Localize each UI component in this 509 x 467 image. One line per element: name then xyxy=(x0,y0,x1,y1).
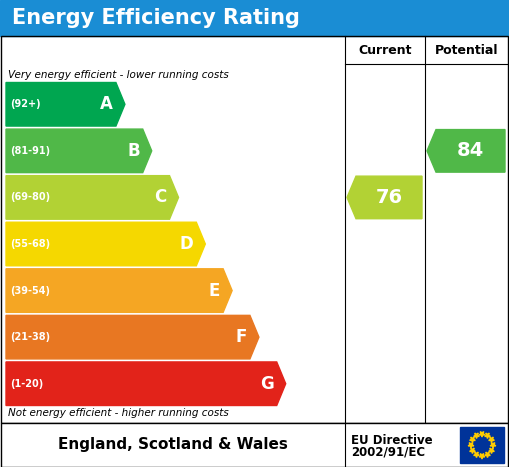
Text: C: C xyxy=(154,188,166,206)
Text: D: D xyxy=(180,235,193,253)
Polygon shape xyxy=(479,432,485,437)
Polygon shape xyxy=(6,222,205,266)
Polygon shape xyxy=(485,433,490,439)
Text: G: G xyxy=(260,375,274,393)
Text: F: F xyxy=(236,328,247,346)
Text: (55-68): (55-68) xyxy=(10,239,50,249)
Polygon shape xyxy=(427,129,505,172)
Bar xyxy=(1,423,508,467)
Polygon shape xyxy=(479,453,485,459)
Text: B: B xyxy=(127,142,140,160)
Polygon shape xyxy=(347,176,422,219)
Text: A: A xyxy=(100,95,113,113)
Polygon shape xyxy=(468,443,474,448)
Text: 2002/91/EC: 2002/91/EC xyxy=(351,446,425,459)
Polygon shape xyxy=(474,433,479,439)
Text: 84: 84 xyxy=(457,142,484,160)
Polygon shape xyxy=(6,129,152,173)
Text: England, Scotland & Wales: England, Scotland & Wales xyxy=(58,438,288,453)
Text: Very energy efficient - lower running costs: Very energy efficient - lower running co… xyxy=(8,70,229,80)
Polygon shape xyxy=(6,362,286,405)
Text: E: E xyxy=(209,282,220,299)
Text: (69-80): (69-80) xyxy=(10,192,50,202)
Bar xyxy=(0,0,509,36)
Polygon shape xyxy=(6,269,232,312)
Text: Energy Efficiency Rating: Energy Efficiency Rating xyxy=(12,8,300,28)
Bar xyxy=(460,427,504,463)
Text: Current: Current xyxy=(358,43,412,57)
Text: (81-91): (81-91) xyxy=(10,146,50,156)
Text: (1-20): (1-20) xyxy=(10,379,43,389)
Text: (92+): (92+) xyxy=(10,99,41,109)
Text: (21-38): (21-38) xyxy=(10,332,50,342)
Polygon shape xyxy=(490,443,496,448)
Text: (39-54): (39-54) xyxy=(10,286,50,296)
Polygon shape xyxy=(474,452,479,458)
Text: EU Directive: EU Directive xyxy=(351,433,433,446)
Polygon shape xyxy=(470,448,475,453)
Polygon shape xyxy=(6,83,125,126)
Polygon shape xyxy=(6,315,259,359)
Polygon shape xyxy=(489,448,494,453)
Bar xyxy=(1,36,508,423)
Polygon shape xyxy=(6,176,179,219)
Polygon shape xyxy=(489,437,494,443)
Polygon shape xyxy=(470,437,475,443)
Text: Potential: Potential xyxy=(435,43,499,57)
Text: Not energy efficient - higher running costs: Not energy efficient - higher running co… xyxy=(8,408,229,418)
Text: 76: 76 xyxy=(376,188,403,207)
Polygon shape xyxy=(485,452,490,458)
